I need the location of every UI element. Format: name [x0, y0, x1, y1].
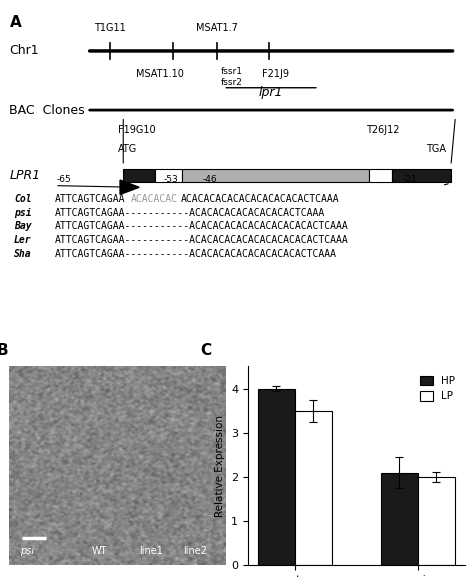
Text: T1G11: T1G11 — [94, 23, 126, 33]
Bar — [258, 388, 295, 565]
Text: ATTCAGTCAGAA-----------ACACACACACACACACACACTCAAA: ATTCAGTCAGAA-----------ACACACACACACACACA… — [55, 249, 337, 259]
Text: LPR1: LPR1 — [9, 169, 41, 182]
Text: -46: -46 — [202, 175, 217, 184]
Text: -53: -53 — [164, 175, 178, 184]
Text: F21J9: F21J9 — [262, 69, 289, 79]
Legend: HP, LP: HP, LP — [416, 372, 459, 406]
Text: fssr2: fssr2 — [221, 78, 243, 87]
Text: Col: Col — [14, 194, 32, 204]
Y-axis label: Relative Expression: Relative Expression — [215, 415, 226, 517]
Text: ATTCAGTCAGAA-----------ACACACACACACACACACTCAAA: ATTCAGTCAGAA-----------ACACACACACACACACA… — [55, 208, 325, 218]
Bar — [418, 477, 455, 565]
Text: line1: line1 — [139, 545, 164, 556]
Text: MSAT1.7: MSAT1.7 — [196, 23, 237, 33]
Text: WT: WT — [92, 545, 107, 556]
Text: T26J12: T26J12 — [366, 125, 400, 135]
Text: ATTCAGTCAGAA-----------ACACACACACACACACACACACTCAAA: ATTCAGTCAGAA-----------ACACACACACACACACA… — [55, 222, 349, 231]
Text: ATTCAGTCAGAA: ATTCAGTCAGAA — [55, 194, 126, 204]
Bar — [392, 169, 451, 182]
Text: MSAT1.10: MSAT1.10 — [136, 69, 183, 79]
Text: ACACACAC: ACACACAC — [130, 194, 177, 204]
Bar — [155, 169, 182, 182]
Text: -65: -65 — [57, 175, 72, 184]
Bar — [182, 169, 369, 182]
Bar — [123, 169, 155, 182]
Polygon shape — [120, 180, 139, 194]
Text: ACACACACACACACACACACACTCAAA: ACACACACACACACACACACACTCAAA — [181, 194, 339, 204]
Text: F19G10: F19G10 — [118, 125, 155, 135]
Bar — [369, 169, 392, 182]
Text: line2: line2 — [183, 545, 207, 556]
Text: TGA: TGA — [426, 144, 447, 155]
Text: Ler: Ler — [14, 235, 32, 245]
Text: BAC  Clones: BAC Clones — [9, 104, 85, 117]
Text: C: C — [200, 343, 211, 358]
Text: ATG: ATG — [118, 144, 137, 155]
Text: B: B — [0, 343, 8, 358]
Text: psi: psi — [20, 545, 35, 556]
Text: Sha: Sha — [14, 249, 32, 259]
Bar — [295, 411, 331, 565]
Text: ATTCAGTCAGAA-----------ACACACACACACACACACACACTCAAA: ATTCAGTCAGAA-----------ACACACACACACACACA… — [55, 235, 349, 245]
Text: psi: psi — [14, 208, 32, 218]
Bar — [381, 473, 418, 565]
Text: Bay: Bay — [14, 222, 32, 231]
Text: lpr1: lpr1 — [259, 85, 283, 99]
Text: Chr1: Chr1 — [9, 44, 39, 58]
Text: -21: -21 — [402, 175, 417, 184]
Text: fssr1: fssr1 — [221, 68, 243, 76]
Text: A: A — [9, 15, 21, 30]
